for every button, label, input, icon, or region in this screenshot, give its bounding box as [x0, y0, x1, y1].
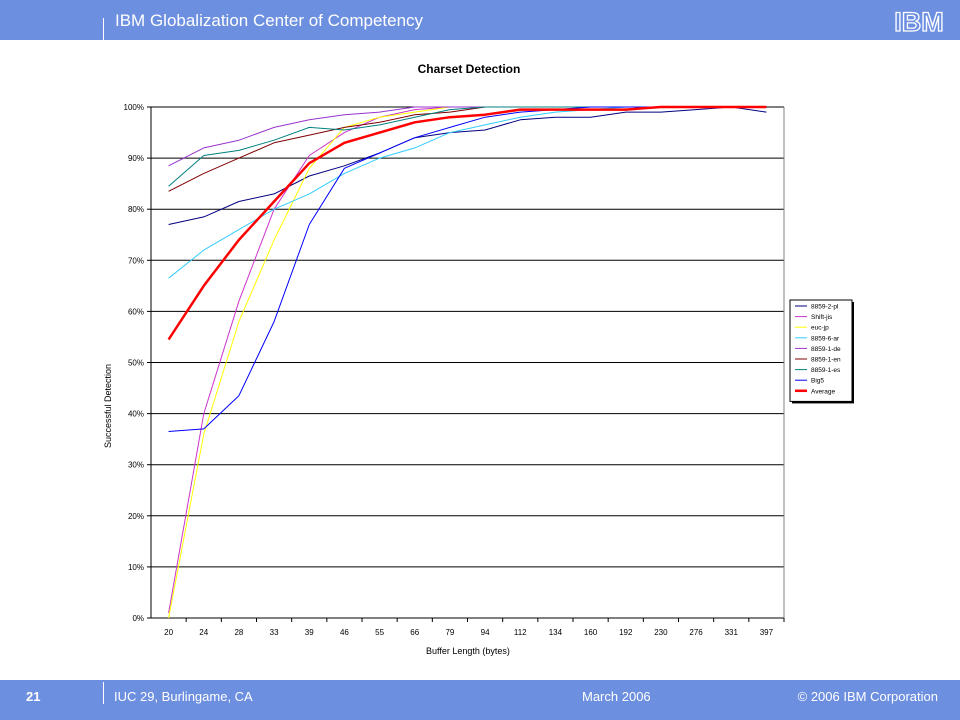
ibm-logo: IBM	[894, 7, 945, 35]
y-tick-label: 70%	[128, 256, 144, 265]
y-tick-label: 100%	[124, 103, 144, 112]
series-line-average	[167, 105, 767, 341]
y-tick-label: 10%	[128, 563, 144, 572]
y-tick-label: 0%	[132, 614, 144, 623]
x-tick-label: 33	[270, 628, 279, 637]
x-tick-label: 192	[619, 628, 633, 637]
x-tick-label: 20	[164, 628, 173, 637]
x-tick-label: 24	[199, 628, 208, 637]
x-tick-label: 46	[340, 628, 349, 637]
x-tick-label: 55	[375, 628, 384, 637]
y-tick-label: 60%	[128, 307, 144, 316]
date-label: March 2006	[582, 689, 651, 704]
legend-label: 8859-6-ar	[811, 335, 840, 342]
ibm-logo-text: IBM	[894, 7, 944, 35]
x-tick-label: 39	[305, 628, 314, 637]
y-tick-label: 90%	[128, 154, 144, 163]
y-tick-label: 40%	[128, 410, 144, 419]
copyright-label: © 2006 IBM Corporation	[797, 689, 938, 704]
legend-label: Average	[811, 388, 835, 395]
y-tick-label: 50%	[128, 359, 144, 368]
series-lines	[167, 105, 767, 619]
charset-detection-chart: Charset Detection 0% 10% 20% 30% 40% 50% 60% 70…	[103, 62, 854, 656]
footer-bar: 21 IUC 29, Burlingame, CA March 2006 © 2…	[0, 680, 960, 720]
x-tick-label: 160	[584, 628, 598, 637]
y-axis-label: Successful Detection	[103, 364, 113, 448]
legend-label: Shift-jis	[811, 314, 833, 321]
x-tick-label: 134	[549, 628, 563, 637]
x-tick-label: 94	[481, 628, 490, 637]
x-axis-label: Buffer Length (bytes)	[426, 646, 510, 656]
legend-label: 8859-1-de	[811, 346, 841, 353]
legend-label: 8859-1-es	[811, 367, 841, 374]
x-tick-label: 230	[654, 628, 668, 637]
y-tick-labels: 0% 10% 20% 30% 40% 50% 60% 70% 80% 90% 100%	[124, 103, 144, 623]
y-tick-label: 30%	[128, 461, 144, 470]
x-tick-label: 331	[725, 628, 739, 637]
x-tick-label: 397	[760, 628, 774, 637]
legend-label: euc-jp	[811, 325, 829, 332]
header-bar: IBM Globalization Center of Competency I…	[0, 0, 960, 42]
conference-label: IUC 29, Burlingame, CA	[114, 689, 253, 704]
x-tick-labels: 20 24 28 33 39 46 55 66 79 94 112 134 160 192 230 276 33…	[164, 628, 774, 637]
x-tick-label: 112	[514, 628, 527, 637]
header-divider	[103, 18, 104, 42]
y-tick-label: 80%	[128, 205, 144, 214]
page-number: 21	[26, 689, 41, 704]
legend-label: 8859-1-en	[811, 357, 841, 364]
x-tick-label: 276	[689, 628, 703, 637]
legend: 8859-2-pl Shift-jis euc-jp 8859-6-ar 8859-1-…	[789, 299, 854, 404]
axes	[147, 106, 785, 622]
x-tick-label: 79	[445, 628, 454, 637]
header-title: IBM Globalization Center of Competency	[115, 11, 424, 30]
legend-label: Big5	[811, 378, 824, 385]
chart-title: Charset Detection	[418, 62, 521, 76]
x-tick-label: 66	[410, 628, 419, 637]
x-tick-label: 28	[234, 628, 243, 637]
legend-label: 8859-2-pl	[811, 304, 839, 311]
footer-divider	[103, 682, 104, 704]
y-tick-label: 20%	[128, 512, 144, 521]
series-line-8859-2-pl	[168, 106, 767, 225]
